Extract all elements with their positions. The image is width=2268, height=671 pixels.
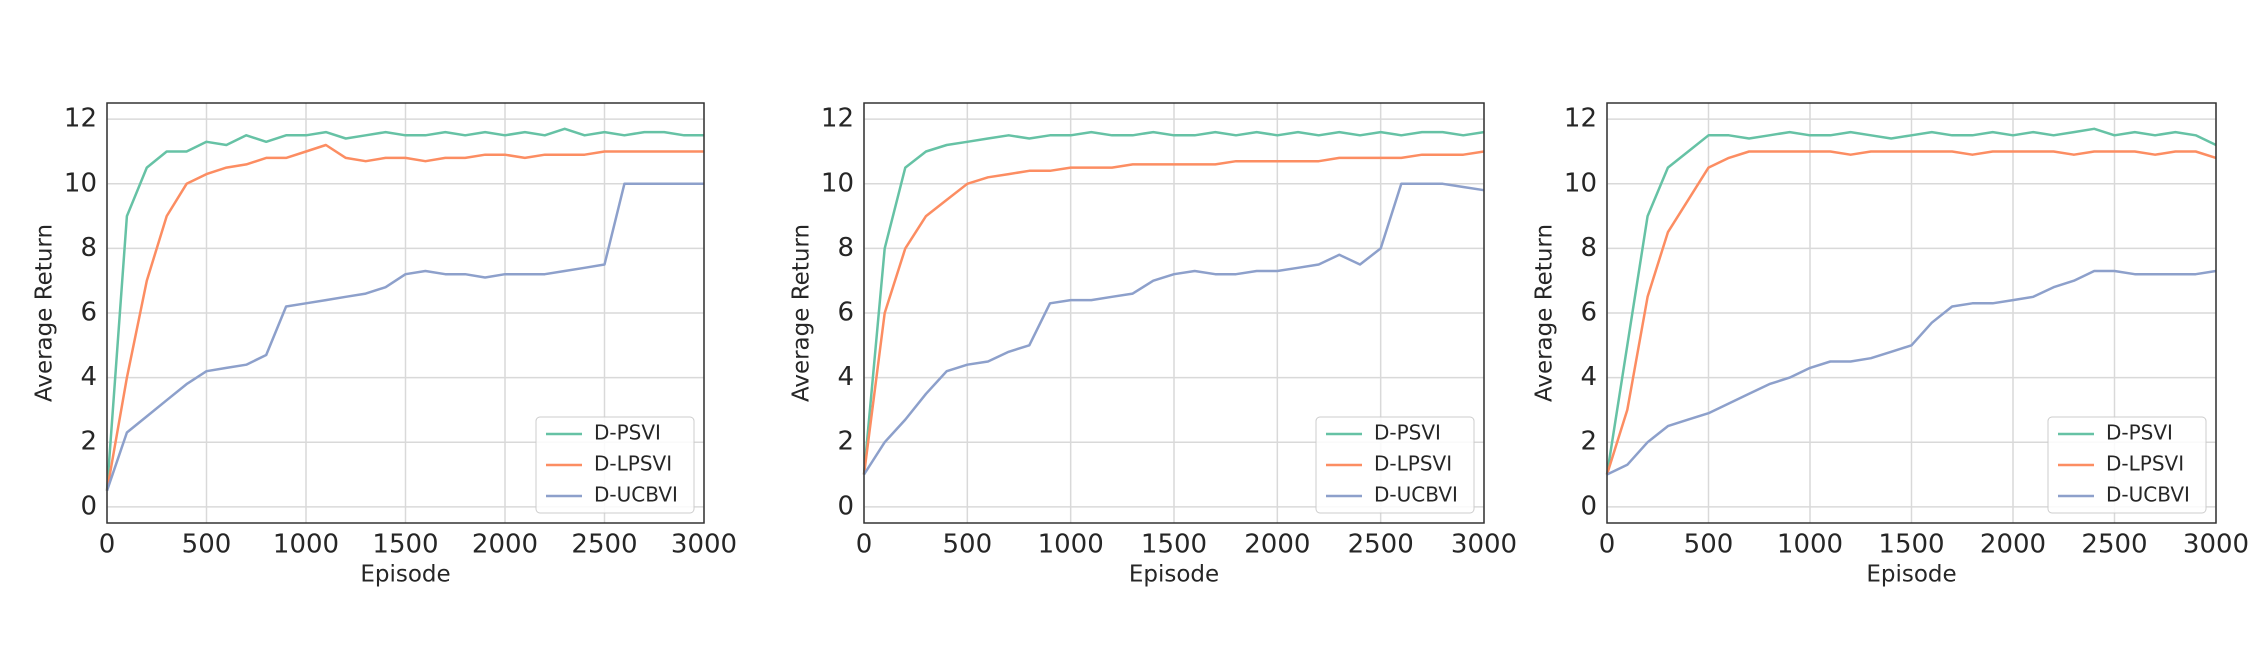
series-line [862,150,1485,475]
x-axis-label: Episode [360,562,450,588]
y-tick-label: 2 [1580,427,1597,457]
legend-label: D-PSVI [2106,421,2173,445]
legend-label: D-UCBVI [1374,483,1458,507]
x-tick-label: 1500 [1141,530,1207,560]
y-tick-label: 8 [1580,233,1597,263]
x-tick-label: 1000 [1777,530,1843,560]
series-line [1606,269,2217,476]
plot-frame [106,102,705,524]
plot-frame [863,102,1485,524]
y-tick-label: 12 [1564,104,1597,134]
y-tick-label: 0 [1580,491,1597,521]
series-line [105,127,704,491]
y-tick-label: 4 [837,362,854,392]
x-tick-label: 500 [943,530,993,560]
y-tick-label: 12 [821,104,854,134]
x-tick-label: 500 [1684,530,1734,560]
x-tick-label: 0 [99,530,116,560]
subplot: 0 2 4 6 8 10 12 0 500 1000 1500 2000 2500 3000 Episode… [32,102,737,588]
legend-box [2047,416,2207,514]
legend-label: D-UCBVI [594,483,678,507]
y-tick-label: 6 [837,298,854,328]
series-line [105,182,704,492]
y-tick-label: 6 [1580,298,1597,328]
legend-label: D-LPSVI [1374,452,1452,476]
y-tick-label: 2 [837,427,854,457]
legend-box [535,416,695,514]
legend-label: D-UCBVI [2106,483,2190,507]
legend: D-PSVI D-LPSVI D-UCBVI [1315,416,1475,514]
legend-box [1315,416,1475,514]
subplot: 0 2 4 6 8 10 12 0 500 1000 1500 2000 2500 3000 Episode… [789,102,1517,588]
x-tick-label: 3000 [671,530,737,560]
x-tick-label: 1500 [372,530,438,560]
y-tick-label: 10 [821,168,854,198]
series-line [1605,150,2217,475]
y-tick-label: 8 [80,233,97,263]
legend-label: D-LPSVI [2106,452,2184,476]
legend: D-PSVI D-LPSVI D-UCBVI [2047,416,2207,514]
subplot: 0 2 4 6 8 10 12 0 500 1000 1500 2000 2500 3000 Episode… [1532,102,2249,588]
x-tick-label: 2500 [571,530,637,560]
legend-label: D-LPSVI [594,452,672,476]
x-tick-label: 2000 [472,530,538,560]
plot-frame [1606,102,2217,524]
y-tick-label: 0 [837,491,854,521]
x-axis-label: Episode [1866,562,1956,588]
y-tick-label: 12 [64,104,97,134]
x-tick-label: 1000 [273,530,339,560]
y-tick-label: 2 [80,427,97,457]
x-tick-label: 1500 [1878,530,1944,560]
legend-label: D-PSVI [1374,421,1441,445]
y-axis-label: Average Return [32,224,58,402]
series-line [105,143,704,491]
y-axis-label: Average Return [1532,224,1558,402]
x-tick-label: 3000 [2183,530,2249,560]
y-tick-label: 8 [837,233,854,263]
x-tick-label: 2500 [1348,530,1414,560]
legend-label: D-PSVI [594,421,661,445]
x-tick-label: 0 [856,530,873,560]
x-tick-label: 1000 [1038,530,1104,560]
y-tick-label: 10 [64,168,97,198]
series-line [1605,127,2217,475]
y-tick-label: 4 [80,362,97,392]
x-tick-label: 3000 [1451,530,1517,560]
x-axis-label: Episode [1129,562,1219,588]
y-tick-label: 0 [80,491,97,521]
x-tick-label: 2000 [1244,530,1310,560]
y-axis-label: Average Return [789,224,815,402]
x-tick-label: 500 [182,530,232,560]
legend: D-PSVI D-LPSVI D-UCBVI [535,416,695,514]
x-tick-label: 2000 [1980,530,2046,560]
series-line [862,130,1485,475]
y-tick-label: 4 [1580,362,1597,392]
series-line [862,182,1485,476]
y-tick-label: 6 [80,298,97,328]
y-tick-label: 10 [1564,168,1597,198]
x-tick-label: 2500 [2081,530,2147,560]
x-tick-label: 0 [1599,530,1616,560]
